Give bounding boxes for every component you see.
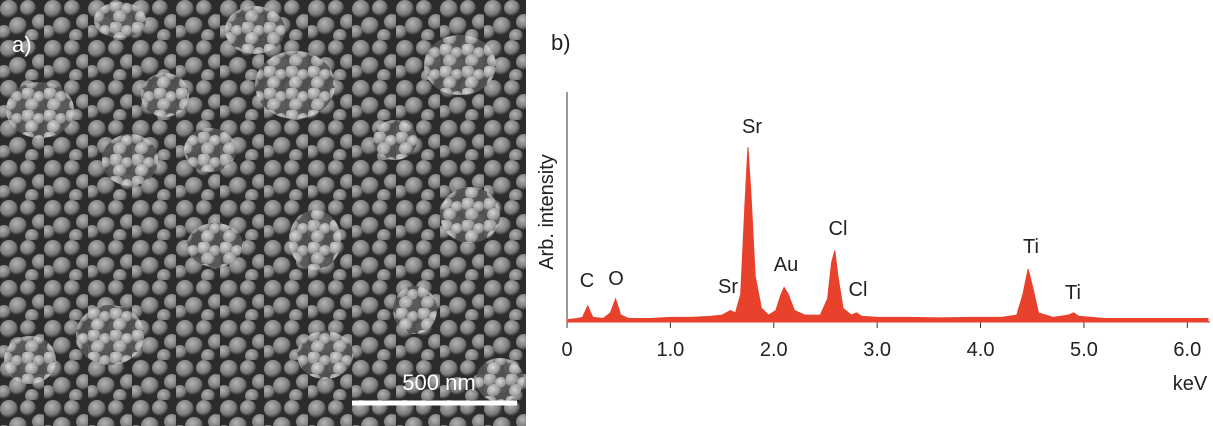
spectrum — [567, 147, 1208, 322]
peak-label: Sr — [742, 116, 762, 138]
x-tick-label: 3.0 — [863, 339, 891, 361]
panel-label: b) — [551, 30, 571, 55]
sem-image — [0, 0, 526, 426]
peak-label: Cl — [829, 218, 848, 240]
peak-label: Sr — [718, 276, 738, 298]
y-axis-label: Arb. intensity — [536, 154, 558, 270]
peak-label: O — [608, 268, 624, 290]
x-tick-label: 5.0 — [1070, 339, 1098, 361]
panel-label: a) — [12, 32, 32, 57]
figure: a) 500 nm b) Arb. intensity keV 0 1.0 2.0 3… — [0, 0, 1213, 426]
x-tick-label: 2.0 — [760, 339, 788, 361]
peak-label: Au — [774, 254, 798, 276]
x-tick-label: 4.0 — [967, 339, 995, 361]
x-axis-label: keV — [1173, 373, 1208, 395]
peak-label: Ti — [1065, 282, 1081, 304]
peak-label: C — [580, 270, 594, 292]
x-tick-label: 6.0 — [1173, 339, 1201, 361]
peak-label: Cl — [849, 279, 868, 301]
x-tick-label: 1.0 — [656, 339, 684, 361]
peak-label: Ti — [1023, 236, 1039, 258]
x-tick-label: 0 — [561, 339, 572, 361]
scale-bar-label: 500 nm — [402, 370, 475, 395]
